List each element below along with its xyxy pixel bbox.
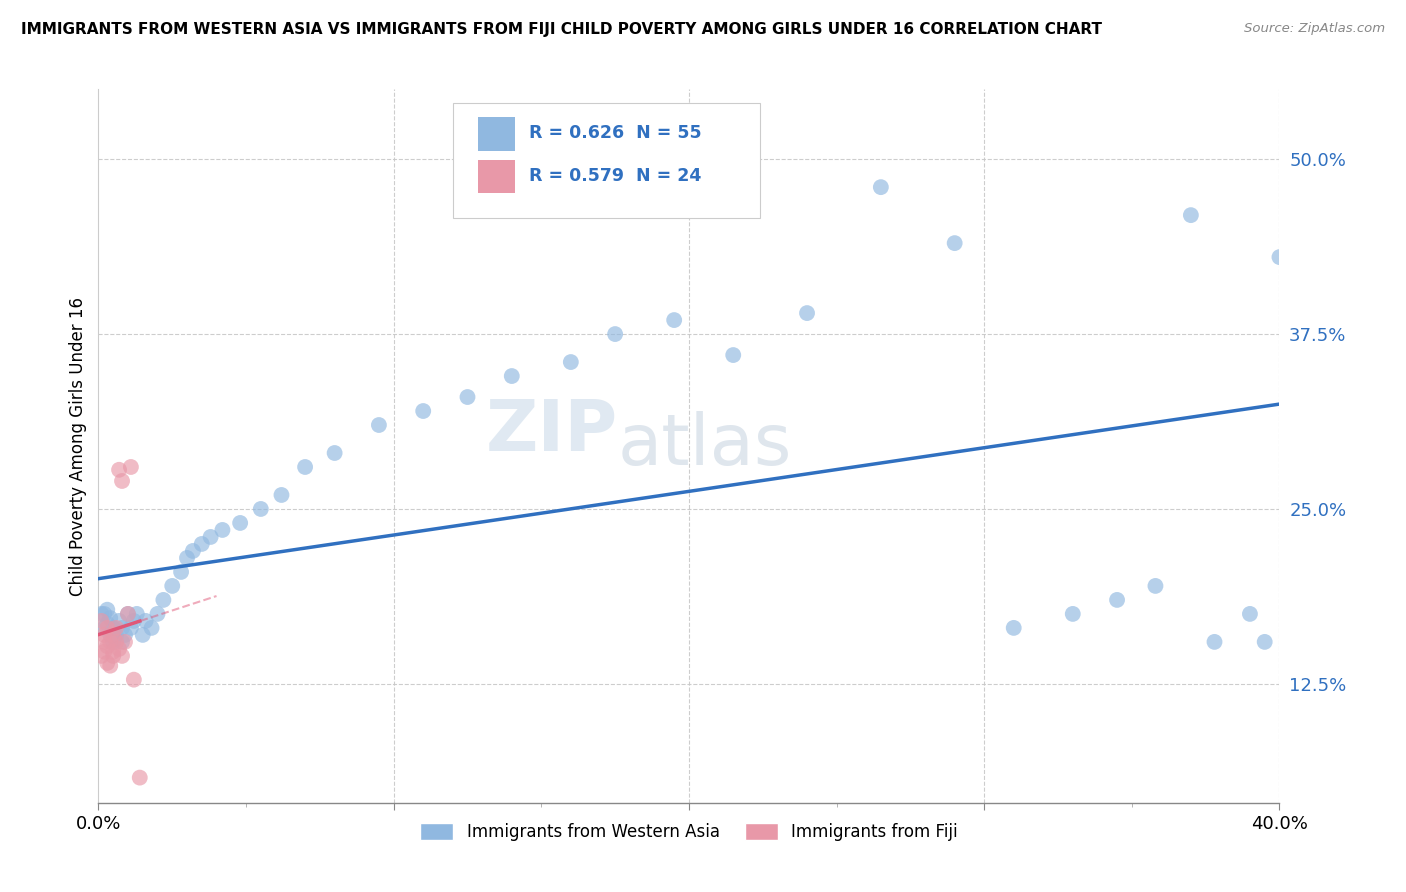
Point [229, 516, 252, 530]
Point [96, 621, 118, 635]
Point [111, 648, 134, 663]
Point [200, 530, 222, 544]
Point [111, 474, 134, 488]
Text: ZIP: ZIP [486, 397, 619, 467]
Point [93, 635, 115, 649]
Text: IMMIGRANTS FROM WESTERN ASIA VS IMMIGRANTS FROM FIJI CHILD POVERTY AMONG GIRLS U: IMMIGRANTS FROM WESTERN ASIA VS IMMIGRAN… [21, 22, 1102, 37]
Point [176, 550, 198, 565]
Point [128, 771, 150, 785]
Point [120, 621, 142, 635]
Point [90, 614, 112, 628]
Text: atlas: atlas [619, 411, 793, 481]
Point [796, 306, 818, 320]
Point [1268, 250, 1291, 264]
Point [103, 621, 125, 635]
Point [98, 628, 121, 642]
Point [111, 635, 134, 649]
FancyBboxPatch shape [478, 160, 516, 194]
Point [162, 579, 183, 593]
Point [90, 607, 112, 621]
Point [105, 621, 128, 635]
Point [125, 607, 148, 621]
Point [105, 628, 128, 642]
Text: R = 0.626  N = 55: R = 0.626 N = 55 [530, 125, 702, 143]
Point [117, 607, 139, 621]
Point [181, 544, 204, 558]
Point [122, 614, 145, 628]
Point [122, 673, 145, 687]
Y-axis label: Child Poverty Among Girls Under 16: Child Poverty Among Girls Under 16 [69, 296, 87, 596]
Point [114, 628, 136, 642]
Point [90, 648, 112, 663]
Point [96, 616, 118, 631]
Point [111, 621, 134, 635]
Point [98, 611, 121, 625]
Point [191, 537, 214, 551]
Point [870, 180, 893, 194]
Point [1002, 621, 1025, 635]
Point [152, 593, 174, 607]
Point [135, 614, 157, 628]
Point [501, 369, 523, 384]
Point [605, 327, 627, 342]
Point [108, 463, 131, 477]
Point [1180, 208, 1202, 222]
Point [1204, 635, 1226, 649]
Point [98, 635, 121, 649]
Point [560, 355, 582, 369]
Point [108, 641, 131, 656]
Point [93, 621, 115, 635]
Point [117, 607, 139, 621]
Point [412, 404, 434, 418]
Point [93, 645, 115, 659]
Point [146, 607, 169, 621]
Point [368, 417, 391, 432]
Point [323, 446, 346, 460]
Point [1239, 607, 1261, 621]
Point [457, 390, 479, 404]
Point [1107, 593, 1129, 607]
Legend: Immigrants from Western Asia, Immigrants from Fiji: Immigrants from Western Asia, Immigrants… [413, 816, 965, 848]
Point [250, 502, 273, 516]
Point [103, 628, 125, 642]
FancyBboxPatch shape [453, 103, 759, 218]
Point [98, 658, 121, 673]
Point [294, 460, 316, 475]
Point [93, 607, 115, 621]
Point [943, 236, 966, 251]
Point [96, 639, 118, 653]
Point [1254, 635, 1277, 649]
Point [93, 628, 115, 642]
Point [211, 523, 233, 537]
Point [103, 645, 125, 659]
Point [170, 565, 193, 579]
Point [103, 648, 125, 663]
Point [132, 628, 155, 642]
Point [270, 488, 292, 502]
Point [108, 614, 131, 628]
FancyBboxPatch shape [478, 117, 516, 151]
Point [723, 348, 745, 362]
Point [1144, 579, 1167, 593]
Point [664, 313, 686, 327]
Point [141, 621, 163, 635]
Point [103, 635, 125, 649]
Point [96, 603, 118, 617]
Point [96, 656, 118, 670]
Point [105, 635, 128, 649]
Point [114, 635, 136, 649]
Text: Source: ZipAtlas.com: Source: ZipAtlas.com [1244, 22, 1385, 36]
Text: R = 0.579  N = 24: R = 0.579 N = 24 [530, 168, 702, 186]
Point [120, 460, 142, 475]
Point [1062, 607, 1084, 621]
